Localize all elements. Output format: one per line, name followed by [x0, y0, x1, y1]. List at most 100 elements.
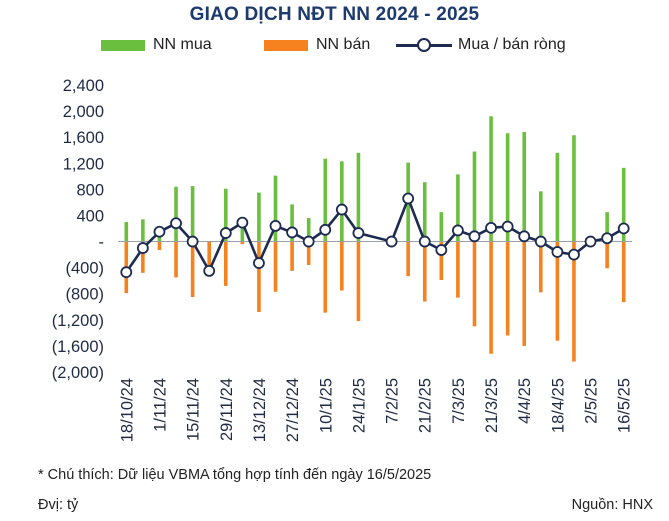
bar-nn-mua — [257, 192, 261, 242]
net-line-point — [335, 203, 348, 216]
y-tick-label: 400 — [76, 207, 104, 225]
y-tick-label: (1,200) — [52, 312, 104, 330]
net-line-point — [468, 230, 481, 243]
bar-nn-mua — [124, 221, 129, 242]
source-label: Nguồn: HNX — [571, 497, 653, 513]
bar-nn-mua — [240, 222, 245, 242]
bar-nn-ban — [223, 241, 228, 286]
bar-nn-mua — [472, 151, 477, 242]
bar-nn-ban — [190, 241, 195, 297]
x-tick-label: 29/11/24 — [218, 378, 236, 441]
bar-nn-ban — [257, 241, 261, 312]
net-line-point — [236, 216, 249, 229]
net-line-point — [617, 222, 630, 235]
net-line-point — [501, 220, 514, 233]
net-line-point — [584, 235, 597, 248]
legend-swatch-nn-mua — [101, 39, 145, 51]
x-tick-label: 21/2/25 — [417, 378, 435, 433]
net-line-point — [402, 192, 415, 205]
net-line-path — [125, 197, 625, 273]
bar-nn-ban — [240, 241, 245, 245]
chart-legend: NN mua NN bán Mua / bán ròng — [0, 36, 669, 60]
y-tick-label: 800 — [76, 181, 104, 199]
net-line-point — [518, 230, 531, 243]
net-line-point — [352, 227, 365, 239]
bar-nn-mua — [223, 188, 228, 242]
bar-nn-mua — [323, 158, 328, 242]
net-line-point — [219, 227, 232, 239]
bar-nn-mua — [539, 191, 543, 242]
net-line-point — [418, 235, 431, 248]
bar-nn-ban — [306, 241, 311, 266]
bar-nn-ban — [489, 241, 493, 354]
bar-nn-mua — [356, 152, 361, 242]
bar-nn-ban — [539, 241, 543, 293]
bar-nn-mua — [190, 186, 195, 242]
bar-nn-mua — [505, 133, 510, 242]
x-tick-label: 27/12/24 — [284, 378, 302, 442]
legend-item-net: Mua / bán ròng — [396, 36, 566, 54]
bar-nn-ban — [323, 241, 328, 313]
footnote: * Chú thích: Dữ liệu VBMA tổng hợp tính … — [38, 467, 432, 483]
x-tick-label: 15/11/24 — [185, 378, 203, 441]
bar-nn-mua — [174, 186, 178, 242]
net-line-point — [435, 244, 448, 256]
bar-nn-ban — [505, 241, 510, 336]
legend-swatch-nn-ban — [264, 39, 308, 51]
net-line-point — [153, 225, 166, 238]
bar-series — [124, 116, 626, 362]
x-tick-label: 7/3/25 — [450, 378, 468, 424]
x-tick-label: 10/1/25 — [317, 378, 335, 433]
net-line-point — [485, 221, 497, 234]
net-line-point — [385, 235, 398, 248]
x-tick-label: 13/12/24 — [251, 378, 269, 442]
net-line-point — [551, 246, 564, 258]
bar-nn-mua — [605, 212, 609, 242]
bar-nn-mua — [489, 116, 493, 242]
x-tick-label: 21/3/25 — [483, 378, 501, 433]
y-tick-label: 2,400 — [63, 77, 104, 95]
net-line-point — [170, 217, 182, 230]
legend-label-nn-ban: NN bán — [316, 36, 371, 53]
bar-nn-mua — [422, 182, 427, 242]
x-tick-label: 16/5/25 — [616, 378, 634, 433]
bar-nn-mua — [555, 152, 560, 242]
y-tick-label: (2,000) — [52, 364, 104, 382]
bar-nn-ban — [356, 241, 361, 322]
legend-item-nn-mua: NN mua — [101, 36, 212, 54]
net-line-point — [186, 235, 199, 248]
bar-nn-ban — [572, 241, 576, 362]
bar-nn-mua — [522, 131, 527, 242]
bar-nn-ban — [273, 241, 278, 292]
bar-nn-ban — [422, 241, 427, 302]
bar-nn-ban — [522, 241, 527, 346]
legend-item-nn-ban: NN bán — [264, 36, 370, 54]
net-line-point — [120, 266, 133, 279]
net-line-point — [534, 235, 547, 248]
bar-nn-ban — [207, 241, 211, 275]
y-tick-label: 1,200 — [63, 155, 104, 173]
net-line-point — [601, 232, 614, 245]
y-axis: 2,400 2,000 1,600 1,200 800 400 - (400) (800) (1,… — [52, 77, 104, 382]
bar-nn-ban — [340, 241, 344, 291]
bar-nn-ban — [439, 241, 444, 281]
bar-nn-mua — [572, 135, 576, 242]
bar-nn-mua — [290, 204, 294, 242]
x-tick-label: 7/2/25 — [384, 378, 402, 424]
bar-nn-ban — [406, 241, 410, 277]
net-line-point — [302, 235, 315, 248]
y-tick-label: 2,000 — [63, 103, 104, 121]
y-tick-label: (1,600) — [52, 338, 104, 356]
legend-swatch-net-line-icon — [396, 38, 452, 52]
bar-nn-mua — [456, 174, 460, 242]
bar-nn-mua — [340, 161, 344, 242]
bar-nn-mua — [306, 218, 311, 242]
bar-nn-ban — [290, 241, 294, 271]
bar-nn-mua — [621, 167, 626, 242]
bar-nn-ban — [141, 241, 145, 273]
net-line-point — [319, 223, 332, 236]
legend-label-net: Mua / bán ròng — [458, 36, 566, 53]
x-tick-label: 18/10/24 — [118, 378, 136, 442]
bar-nn-ban — [605, 241, 609, 269]
net-line-point — [269, 219, 282, 232]
